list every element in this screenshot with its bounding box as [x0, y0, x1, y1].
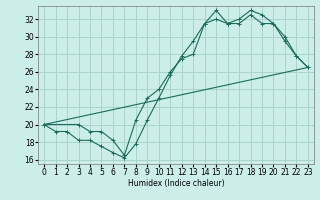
X-axis label: Humidex (Indice chaleur): Humidex (Indice chaleur)	[128, 179, 224, 188]
